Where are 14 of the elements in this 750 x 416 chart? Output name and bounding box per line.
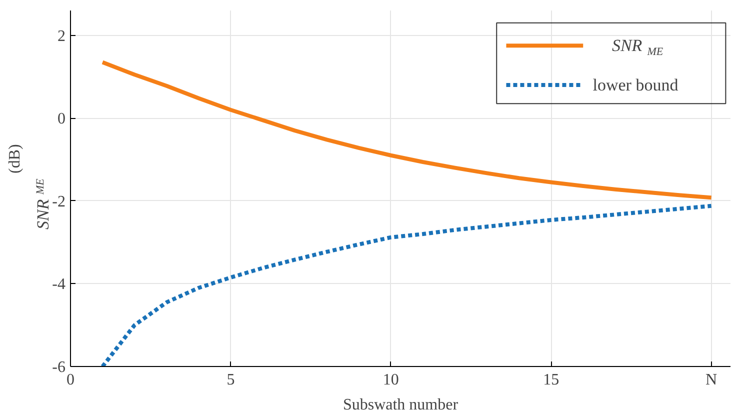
y-axis-title: SNRME (dB) [6, 144, 52, 230]
y-tick-label: -4 [52, 276, 66, 294]
y-tick-label: -6 [52, 359, 66, 376]
y-tick-label: -2 [52, 193, 66, 210]
x-tick-label: N [706, 372, 718, 388]
x-axis-title: Subswath number [342, 396, 459, 414]
legend-label: lower bound [592, 76, 679, 95]
line-series [100, 204, 714, 366]
y-tick-label: 0 [58, 110, 66, 128]
x-tick-label: 5 [226, 372, 235, 388]
line-series [100, 60, 714, 200]
x-tick-label: 10 [382, 372, 399, 388]
x-tick-label: 15 [543, 372, 560, 388]
y-tick-label: 2 [58, 28, 66, 45]
